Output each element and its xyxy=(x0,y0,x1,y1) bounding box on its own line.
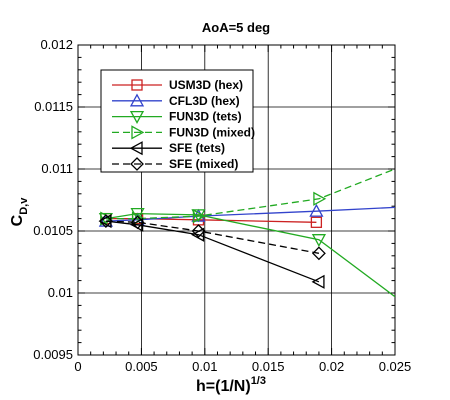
legend-entry-cfl3d-hex: CFL3D (hex) xyxy=(112,93,240,108)
legend-entry-usm3d-hex: USM3D (hex) xyxy=(112,78,243,92)
plot-frame xyxy=(77,44,396,356)
legend-label-sfe-tets: SFE (tets) xyxy=(169,141,225,155)
x-tick-label: 0.01 xyxy=(192,359,217,374)
legend-entry-fun3d-mixed: FUN3D (mixed) xyxy=(112,125,255,140)
legend-label-fun3d-mixed: FUN3D (mixed) xyxy=(169,125,255,139)
y-axis-title-sub: D,v xyxy=(18,197,30,215)
y-tick-label: 0.0095 xyxy=(33,347,73,362)
data-point-fun3d-tets xyxy=(311,234,327,248)
x-axis-title: h=(1/N)1/3 xyxy=(196,375,266,395)
chart-title: AoA=5 deg xyxy=(202,20,270,35)
legend-marker-sfe-mixed xyxy=(130,157,144,171)
series-layer xyxy=(98,168,395,298)
legend-entry-sfe-mixed: SFE (mixed) xyxy=(112,157,238,171)
y-tick-label: 0.012 xyxy=(40,37,73,52)
data-point-fun3d-mixed xyxy=(192,209,206,224)
x-tick-label: 0.02 xyxy=(319,359,344,374)
y-axis-title-main: C xyxy=(9,214,26,226)
x-axis-title-sup: 1/3 xyxy=(251,375,266,387)
data-point-sfe-mixed xyxy=(191,224,206,238)
legend: USM3D (hex) CFL3D (hex) FUN3D (tets)FUN3D … xyxy=(100,69,255,173)
legend-label-cfl3d-hex: CFL3D (hex) xyxy=(169,94,240,108)
x-tick-label: 0.005 xyxy=(125,359,158,374)
legend-label-sfe-mixed: SFE (mixed) xyxy=(169,157,238,171)
legend-entry-fun3d-tets: FUN3D (tets) xyxy=(112,110,242,124)
series-line-fun3d-tets xyxy=(105,212,395,298)
legend-marker-fun3d-tets xyxy=(129,110,145,124)
legend-entry-sfe-tets: SFE (tets) xyxy=(112,141,225,156)
y-axis-title: CD,v xyxy=(9,197,30,227)
legend-box xyxy=(100,69,254,173)
series-line-sfe-mixed xyxy=(105,220,320,254)
legend-marker-fun3d-mixed xyxy=(131,125,145,140)
legend-marker-usm3d-hex xyxy=(131,79,143,91)
data-point-sfe-mixed xyxy=(312,246,326,261)
x-axis-title-main: h=(1/N) xyxy=(196,378,251,395)
y-tick-label: 0.0105 xyxy=(33,223,73,238)
y-tick-label: 0.0115 xyxy=(34,99,73,114)
series-line-sfe-tets xyxy=(105,220,320,283)
series-sfe-mixed xyxy=(98,214,326,261)
y-tick-label: 0.01 xyxy=(48,285,73,300)
data-point-sfe-tets xyxy=(191,227,205,242)
data-point-sfe-tets xyxy=(311,274,325,289)
data-point-cfl3d-hex xyxy=(309,203,324,217)
legend-marker-cfl3d-hex xyxy=(129,93,145,107)
series-line-fun3d-mixed xyxy=(105,168,395,220)
data-point-usm3d-hex xyxy=(310,216,323,228)
data-point-fun3d-mixed xyxy=(313,191,327,206)
legend-label-fun3d-tets: FUN3D (tets) xyxy=(169,110,242,124)
legend-label-usm3d-hex: USM3D (hex) xyxy=(169,78,243,92)
data-point-sfe-mixed xyxy=(130,215,145,230)
axis-ticks: 0 0.005 0.01 0.015 0.02 0.025 0.0095 0.01 0.0105… xyxy=(33,37,411,374)
x-tick-label: 0.025 xyxy=(379,359,412,374)
y-tick-label: 0.011 xyxy=(41,161,73,176)
data-point-fun3d-tets xyxy=(191,209,206,223)
x-tick-label: 0 xyxy=(74,359,81,374)
data-point-sfe-mixed xyxy=(98,214,113,228)
legend-marker-sfe-tets xyxy=(129,141,143,156)
x-tick-label: 0.015 xyxy=(252,359,285,374)
